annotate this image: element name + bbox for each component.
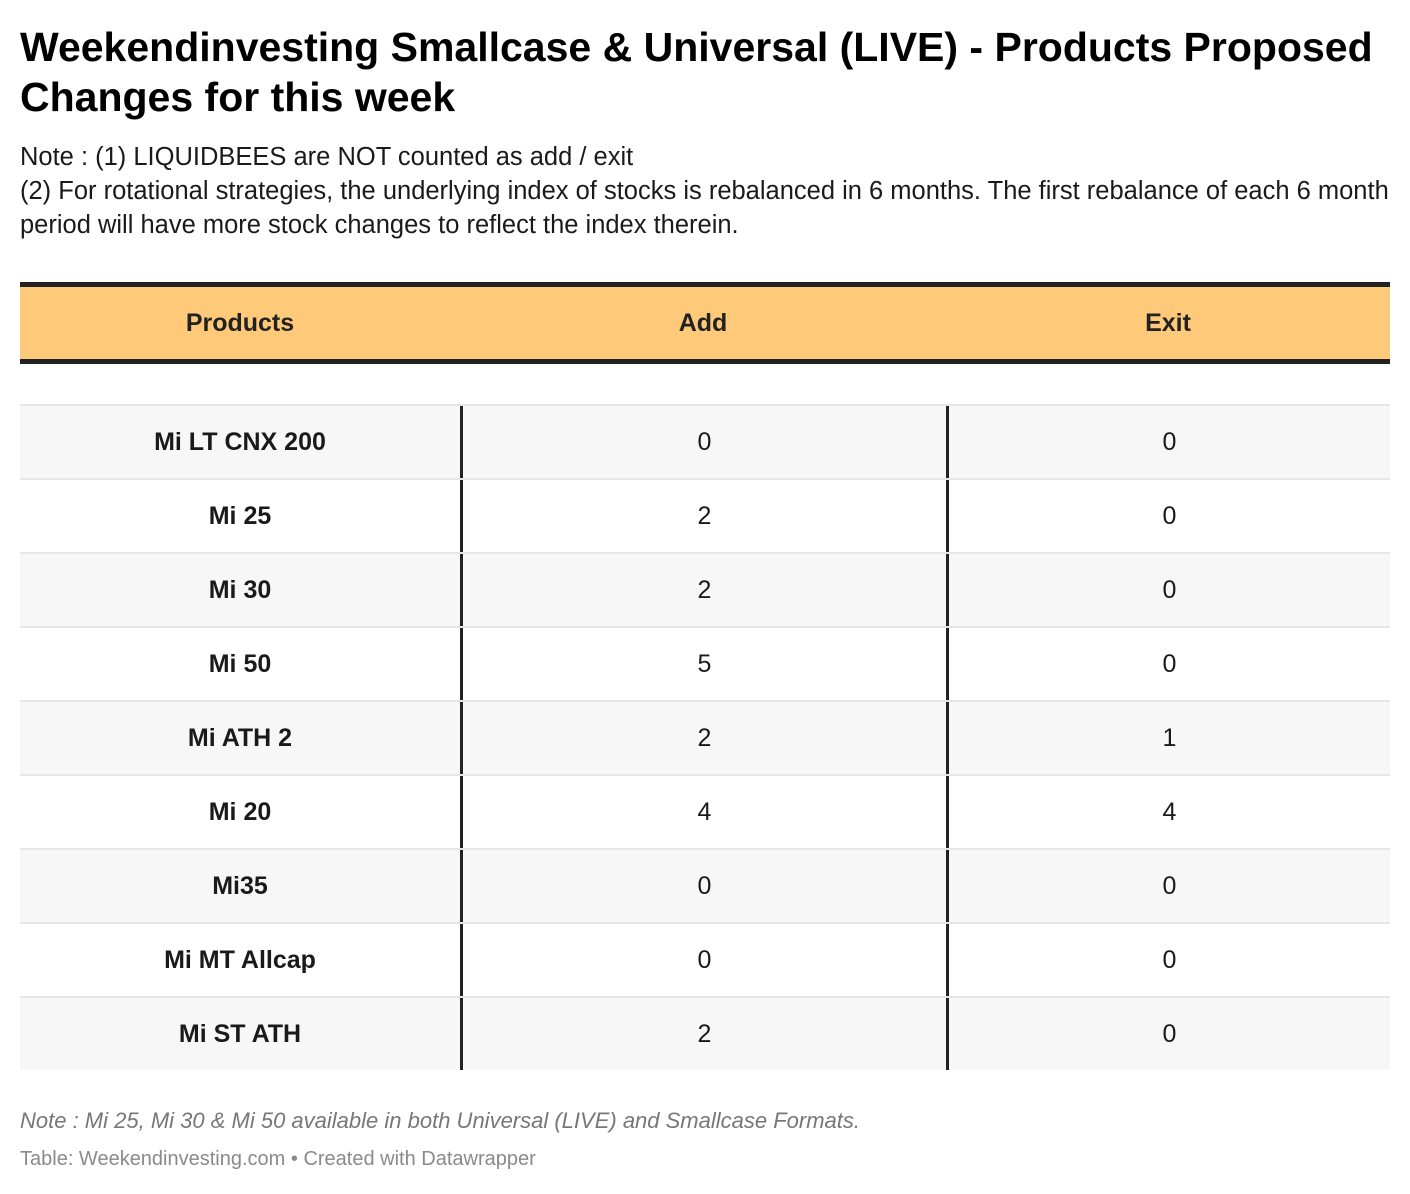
table-body: Mi LT CNX 200 0 0 Mi 25 2 0 Mi 30 2 0 Mi 50 5 0 Mi A… bbox=[20, 404, 1390, 1070]
column-header-products: Products bbox=[185, 308, 295, 337]
cell-exit: 0 bbox=[946, 850, 1390, 922]
cell-exit: 0 bbox=[946, 924, 1390, 996]
data-table: Products Add Exit Mi LT CNX 200 0 0 Mi 25 2 0… bbox=[20, 282, 1390, 1070]
table-row: Mi ST ATH 2 0 bbox=[20, 998, 1390, 1070]
chart-description: Note : (1) LIQUIDBEES are NOT counted as… bbox=[20, 140, 1390, 242]
table-row: Mi35 0 0 bbox=[20, 850, 1390, 924]
cell-product: Mi ATH 2 bbox=[187, 723, 293, 752]
table-row: Mi MT Allcap 0 0 bbox=[20, 924, 1390, 998]
cell-add: 2 bbox=[460, 480, 946, 552]
cell-exit: 0 bbox=[946, 628, 1390, 700]
cell-product: Mi 50 bbox=[208, 649, 272, 678]
note-line-2: (2) For rotational strategies, the under… bbox=[20, 177, 1389, 239]
cell-add: 4 bbox=[460, 776, 946, 848]
table-row: Mi 30 2 0 bbox=[20, 554, 1390, 628]
cell-add: 2 bbox=[460, 554, 946, 626]
cell-product: Mi 25 bbox=[208, 501, 272, 530]
cell-exit: 0 bbox=[946, 480, 1390, 552]
column-header-add: Add bbox=[678, 308, 728, 337]
cell-add: 0 bbox=[460, 924, 946, 996]
source-credit: Table: Weekendinvesting.com • Created wi… bbox=[20, 1148, 536, 1170]
cell-exit: 1 bbox=[946, 702, 1390, 774]
cell-product: Mi 20 bbox=[208, 797, 272, 826]
cell-product: Mi LT CNX 200 bbox=[154, 427, 326, 456]
cell-exit: 4 bbox=[946, 776, 1390, 848]
cell-exit: 0 bbox=[946, 406, 1390, 478]
cell-add: 5 bbox=[460, 628, 946, 700]
cell-exit: 0 bbox=[946, 998, 1390, 1070]
cell-exit: 0 bbox=[946, 554, 1390, 626]
cell-product: Mi35 bbox=[212, 871, 268, 900]
cell-product: Mi ST ATH bbox=[178, 1019, 302, 1048]
cell-add: 0 bbox=[460, 850, 946, 922]
table-row: Mi 25 2 0 bbox=[20, 480, 1390, 554]
cell-product: Mi MT Allcap bbox=[164, 945, 316, 974]
cell-product: Mi 30 bbox=[208, 575, 272, 604]
footnote: Note : Mi 25, Mi 30 & Mi 50 available in… bbox=[20, 1108, 861, 1133]
table-row: Mi 20 4 4 bbox=[20, 776, 1390, 850]
cell-add: 2 bbox=[460, 702, 946, 774]
note-line-1: Note : (1) LIQUIDBEES are NOT counted as… bbox=[20, 143, 634, 171]
cell-add: 0 bbox=[460, 406, 946, 478]
table-row: Mi LT CNX 200 0 0 bbox=[20, 406, 1390, 480]
table-row: Mi 50 5 0 bbox=[20, 628, 1390, 702]
table-header: Products Add Exit bbox=[20, 282, 1390, 364]
cell-add: 2 bbox=[460, 998, 946, 1070]
column-header-exit: Exit bbox=[1145, 308, 1191, 337]
chart-title: Weekendinvesting Smallcase & Universal (… bbox=[20, 24, 1373, 120]
